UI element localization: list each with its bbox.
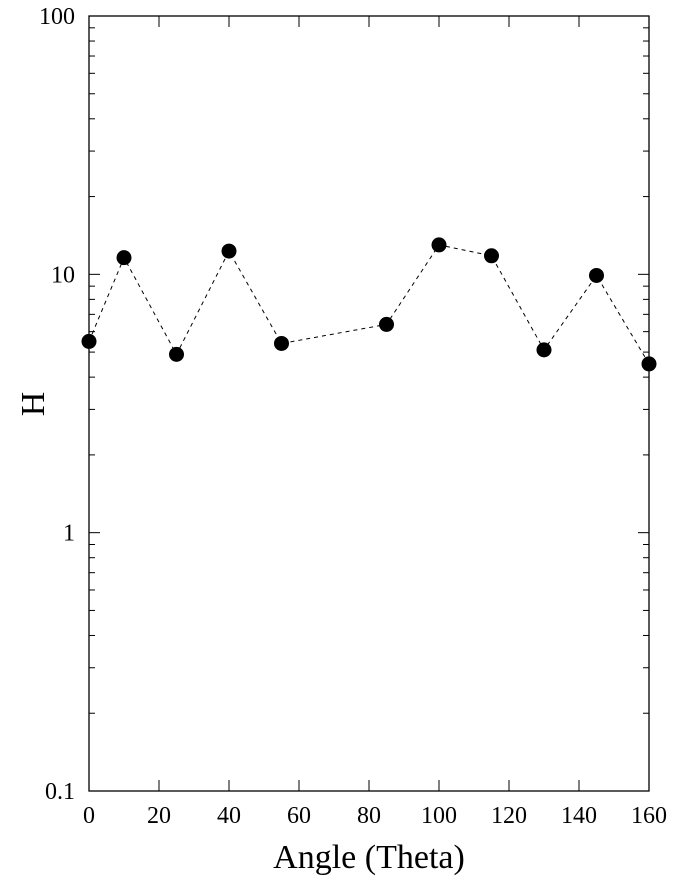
data-point	[431, 237, 447, 253]
x-tick-label: 0	[83, 803, 95, 829]
x-tick-label: 100	[421, 803, 457, 829]
x-tick-label: 20	[147, 803, 171, 829]
y-tick-label: 100	[39, 4, 75, 30]
data-point	[379, 316, 394, 332]
tick-labels: 0 20 40 60 80 100 120 140 160 0.1 1 10 100	[39, 4, 667, 829]
data-point	[169, 346, 184, 362]
y-tick-label: 1	[63, 521, 75, 547]
data-point	[274, 335, 289, 351]
plot-frame	[88, 15, 650, 792]
x-tick-label: 60	[287, 803, 311, 829]
data-point	[536, 342, 552, 358]
x-axis-title: Angle (Theta)	[273, 839, 465, 876]
data-point	[221, 243, 237, 259]
x-tick-label: 140	[561, 803, 597, 829]
data-point	[641, 356, 657, 372]
x-tick-label: 160	[631, 803, 667, 829]
x-tick-label: 80	[357, 803, 381, 829]
y-tick-label: 0.1	[45, 779, 75, 805]
series-layer	[81, 237, 657, 372]
series-line	[88, 244, 650, 365]
y-tick-label: 10	[51, 262, 75, 288]
data-point	[484, 248, 499, 264]
data-point	[116, 250, 132, 266]
x-tick-label: 40	[217, 803, 241, 829]
x-tick-label: 120	[491, 803, 527, 829]
data-point	[589, 267, 604, 283]
axis-ticks	[88, 15, 650, 792]
data-point	[81, 333, 97, 349]
y-axis-title: H	[15, 392, 52, 417]
